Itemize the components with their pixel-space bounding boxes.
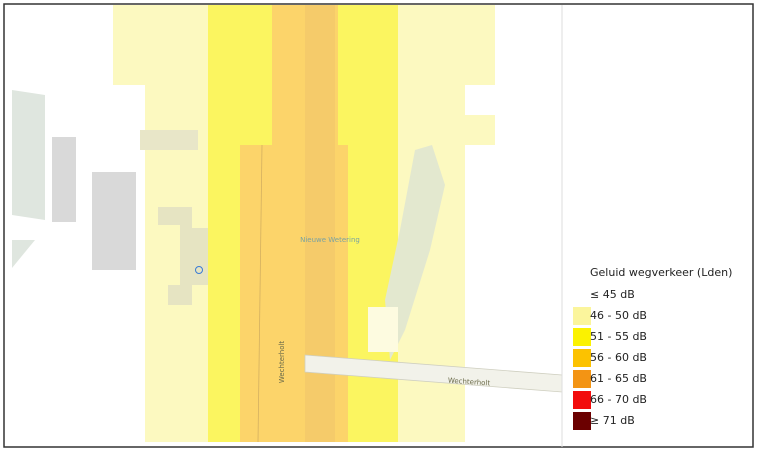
legend-label: ≤ 45 dB [590, 288, 635, 301]
terrain [12, 240, 35, 268]
road-edge [257, 144, 263, 443]
legend-swatch [573, 370, 591, 388]
legend-swatch [573, 307, 591, 325]
building [140, 130, 198, 150]
legend-title: Geluid wegverkeer (Lden) [590, 266, 732, 279]
legend-label: 51 - 55 dB [590, 330, 647, 343]
terrain [368, 307, 398, 352]
legend-swatch [573, 391, 591, 409]
terrain [385, 145, 445, 360]
building [92, 172, 136, 270]
legend-label: 56 - 60 dB [590, 351, 647, 364]
legend-swatch [573, 328, 591, 346]
legend-label: 66 - 70 dB [590, 393, 647, 406]
legend: Geluid wegverkeer (Lden) ≤ 45 dB 46 - 50 … [573, 266, 732, 430]
building [52, 137, 76, 222]
road-label: Wechterholt [278, 341, 286, 384]
terrain [12, 90, 45, 220]
legend-swatch [573, 349, 591, 367]
map-layer: Nieuwe Wetering Wechterholt Wechterholt [12, 5, 563, 447]
noise-zone [305, 5, 335, 442]
legend-label: ≥ 71 dB [590, 414, 635, 427]
location-marker[interactable] [195, 266, 203, 274]
water-label: Nieuwe Wetering [300, 236, 360, 244]
legend-label: 61 - 65 dB [590, 372, 647, 385]
road-label: Wechterholt [448, 377, 491, 388]
legend-label: 46 - 50 dB [590, 309, 647, 322]
building [158, 207, 210, 305]
legend-swatch [573, 412, 591, 430]
